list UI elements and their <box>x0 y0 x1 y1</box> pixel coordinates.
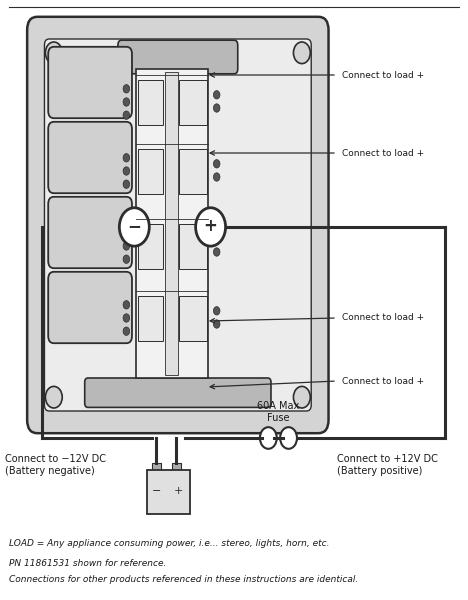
Circle shape <box>293 42 310 64</box>
FancyBboxPatch shape <box>118 40 238 74</box>
Circle shape <box>213 235 220 243</box>
FancyBboxPatch shape <box>48 122 132 193</box>
Bar <box>152 463 161 470</box>
Text: LOAD = Any appliance consuming power, i.e... stereo, lights, horn, etc.: LOAD = Any appliance consuming power, i.… <box>9 539 330 547</box>
Bar <box>147 470 190 514</box>
Bar <box>179 295 207 340</box>
FancyBboxPatch shape <box>44 39 311 411</box>
Circle shape <box>45 386 62 408</box>
Bar <box>179 79 207 124</box>
FancyBboxPatch shape <box>48 197 132 268</box>
Text: Connect to load +: Connect to load + <box>342 148 424 157</box>
Bar <box>138 295 163 340</box>
Bar <box>138 148 163 193</box>
FancyBboxPatch shape <box>85 378 271 407</box>
FancyBboxPatch shape <box>48 47 132 118</box>
Circle shape <box>123 85 130 93</box>
Circle shape <box>123 301 130 309</box>
Bar <box>136 69 208 378</box>
Text: −: − <box>152 486 161 496</box>
Text: +: + <box>204 217 218 235</box>
Circle shape <box>260 427 277 449</box>
Circle shape <box>123 327 130 335</box>
Text: +: + <box>174 486 183 496</box>
Text: PN 11861531 shown for reference.: PN 11861531 shown for reference. <box>9 559 167 569</box>
Circle shape <box>123 242 130 250</box>
FancyBboxPatch shape <box>48 272 132 343</box>
Circle shape <box>123 229 130 237</box>
Circle shape <box>213 248 220 256</box>
Text: Connect to −12V DC
(Battery negative): Connect to −12V DC (Battery negative) <box>5 454 106 476</box>
Circle shape <box>280 427 297 449</box>
Text: Connect to load +: Connect to load + <box>342 377 424 385</box>
Text: Connect to load +: Connect to load + <box>342 70 424 79</box>
Text: Connections for other products referenced in these instructions are identical.: Connections for other products reference… <box>9 575 358 583</box>
Circle shape <box>119 208 149 246</box>
Circle shape <box>123 180 130 188</box>
Circle shape <box>213 307 220 315</box>
Circle shape <box>123 314 130 322</box>
FancyBboxPatch shape <box>27 17 329 433</box>
Bar <box>172 463 181 470</box>
Text: −: − <box>127 217 141 235</box>
Circle shape <box>213 173 220 181</box>
Bar <box>138 223 163 269</box>
Bar <box>165 72 178 375</box>
Bar <box>179 223 207 269</box>
Circle shape <box>213 91 220 99</box>
Circle shape <box>213 160 220 168</box>
Circle shape <box>123 111 130 119</box>
Circle shape <box>123 167 130 175</box>
Circle shape <box>123 98 130 106</box>
Circle shape <box>196 208 226 246</box>
Bar <box>138 79 163 124</box>
Bar <box>179 148 207 193</box>
Circle shape <box>123 255 130 263</box>
Text: Connect to load +: Connect to load + <box>342 313 424 323</box>
Circle shape <box>213 104 220 112</box>
Circle shape <box>123 154 130 162</box>
Text: 60A Max
Fuse: 60A Max Fuse <box>257 401 300 423</box>
Text: Connect to +12V DC
(Battery positive): Connect to +12V DC (Battery positive) <box>337 454 438 476</box>
Circle shape <box>45 42 62 64</box>
Circle shape <box>293 386 310 408</box>
Circle shape <box>213 320 220 328</box>
